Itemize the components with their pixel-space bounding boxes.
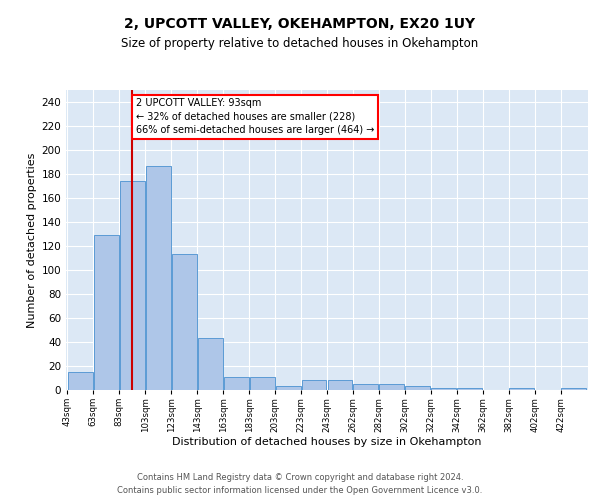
Bar [302,380,326,390]
Text: Contains HM Land Registry data © Crown copyright and database right 2024.: Contains HM Land Registry data © Crown c… [137,472,463,482]
Bar [94,235,119,390]
Bar [457,388,482,390]
Bar [328,380,352,390]
Bar [250,377,275,390]
Bar [379,384,404,390]
Bar [146,166,170,390]
X-axis label: Distribution of detached houses by size in Okehampton: Distribution of detached houses by size … [172,438,482,448]
Bar [68,372,93,390]
Y-axis label: Number of detached properties: Number of detached properties [27,152,37,328]
Bar [406,386,430,390]
Bar [224,377,248,390]
Bar [197,338,223,390]
Text: 2 UPCOTT VALLEY: 93sqm
← 32% of detached houses are smaller (228)
66% of semi-de: 2 UPCOTT VALLEY: 93sqm ← 32% of detached… [136,98,374,135]
Bar [172,254,197,390]
Text: 2, UPCOTT VALLEY, OKEHAMPTON, EX20 1UY: 2, UPCOTT VALLEY, OKEHAMPTON, EX20 1UY [124,18,476,32]
Bar [353,384,379,390]
Bar [509,388,534,390]
Bar [275,386,301,390]
Bar [561,388,586,390]
Text: Size of property relative to detached houses in Okehampton: Size of property relative to detached ho… [121,38,479,51]
Bar [431,388,457,390]
Bar [120,181,145,390]
Text: Contains public sector information licensed under the Open Government Licence v3: Contains public sector information licen… [118,486,482,495]
